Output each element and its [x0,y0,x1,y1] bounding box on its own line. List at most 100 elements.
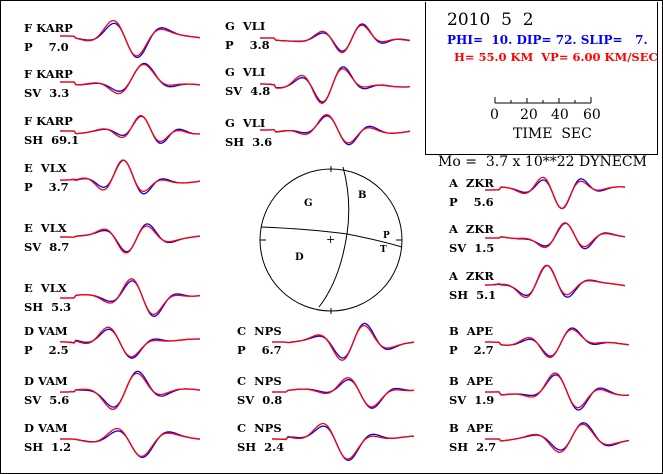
synthetic-waveform [485,423,630,453]
station-label: A ZKR [449,222,494,236]
synthetic-waveform [60,326,200,358]
synthetic-waveform [60,63,200,95]
component-amplitude-label: SV 5.6 [24,393,70,407]
waveform-trace [272,377,415,409]
depth-velocity: H= 55.0 KM VP= 6.00 KM/SEC [454,50,658,64]
waveform-trace [272,422,415,461]
observed-waveform [60,328,200,359]
waveform-trace [485,327,630,358]
synthetic-waveform [272,377,415,408]
station-label: G VLI [225,116,266,130]
waveform-trace [260,114,410,146]
waveform-trace [60,223,200,254]
scale-tick-0: 0 [490,107,499,123]
station-label: A ZKR [449,176,494,190]
component-amplitude-label: SH 5.3 [24,300,72,314]
synthetic-waveform [260,114,410,144]
component-amplitude-label: SV 3.3 [24,86,70,100]
center-mark: + [326,233,335,246]
synthetic-waveform [260,24,410,54]
station-label: D VAM [24,324,68,338]
waveform-trace [60,427,200,459]
component-amplitude-label: SH 69.1 [24,133,80,147]
component-amplitude-label: P 3.7 [24,180,69,194]
station-label: E VLX [24,221,67,235]
component-amplitude-label: SH 5.1 [449,288,497,302]
observed-waveform [485,422,630,451]
synthetic-waveform [485,176,625,209]
observed-waveform [60,280,200,318]
component-amplitude-label: P 7.0 [24,40,69,54]
waveform-trace [272,322,415,361]
station-label: G VLI [225,65,266,79]
observed-waveform [272,322,415,359]
component-amplitude-label: SV 4.8 [225,84,271,98]
component-amplitude-label: SH 1.2 [24,440,72,454]
component-amplitude-label: SH 2.7 [449,440,497,454]
synthetic-waveform [60,159,200,192]
observed-waveform [485,178,625,210]
observed-waveform [485,264,625,298]
station-label: E VLX [24,281,67,295]
scale-tick-20: 20 [520,107,538,123]
station-label: B APE [449,421,494,435]
waveform-trace [60,19,200,58]
waveform-trace [260,66,410,105]
waveform-trace [485,372,630,411]
scale-tick-40: 40 [551,107,569,123]
synthetic-waveform [485,328,630,358]
synthetic-waveform [60,427,200,458]
waveform-trace [485,422,630,453]
waveform-trace [60,159,200,195]
synthetic-waveform [485,264,625,299]
waveform-trace [60,62,200,95]
component-amplitude-label: P 6.7 [237,343,282,357]
station-label: F KARP [24,21,73,35]
time-scale-bar [494,97,592,104]
beachball: B D P T G + [259,166,403,314]
station-label: E VLX [24,161,67,175]
station-label: D VAM [24,374,68,388]
waveform-trace [485,176,625,210]
station-label: D VAM [24,421,68,435]
label-d: D [295,252,304,263]
observed-waveform [60,159,200,195]
station-label: F KARP [24,114,73,128]
synthetic-waveform [60,225,200,254]
waveform-trace [60,370,200,410]
observed-waveform [485,374,630,411]
waveform-trace [60,115,200,144]
component-amplitude-label: SH 3.6 [225,135,273,149]
waveform-trace [485,222,625,250]
synthetic-waveform [260,68,410,105]
observed-waveform [272,379,414,409]
observed-waveform [260,115,410,146]
observed-waveform [60,22,200,58]
synthetic-waveform [272,324,415,361]
synthetic-waveform [60,115,200,143]
label-p: P [383,231,390,241]
waveform-trace [485,264,625,299]
label-b: B [358,190,366,201]
component-amplitude-label: SV 8.7 [24,240,70,254]
component-amplitude-label: P 5.6 [449,195,494,209]
info-box: 2010 5 2 PHI= 10. DIP= 72. SLIP= 7. H= 5… [425,2,658,155]
synthetic-waveform [485,372,630,409]
observed-waveform [260,66,410,103]
synthetic-waveform [60,278,200,316]
component-amplitude-label: SV 0.8 [237,393,283,407]
station-label: C NPS [237,324,282,338]
synthetic-waveform [60,372,200,410]
component-amplitude-label: P 2.5 [24,343,69,357]
observed-waveform [60,62,200,92]
scale-tick-60: 60 [583,107,601,123]
component-amplitude-label: SH 2.4 [237,440,285,454]
station-label: A ZKR [449,269,494,283]
observed-waveform [60,223,200,253]
synthetic-waveform [272,422,415,460]
component-amplitude-label: SV 1.9 [449,393,495,407]
nodal-plane-2 [318,166,350,308]
event-date: 2010 5 2 [447,10,534,30]
station-label: F KARP [24,67,73,81]
